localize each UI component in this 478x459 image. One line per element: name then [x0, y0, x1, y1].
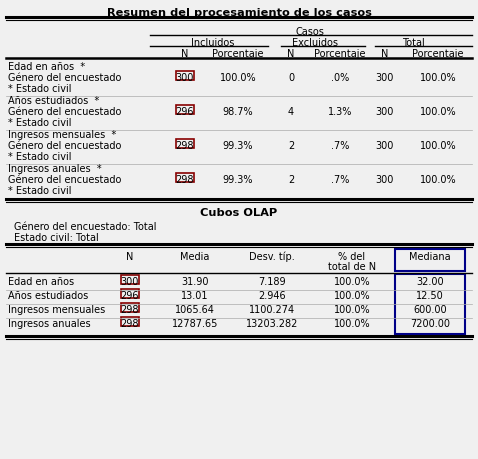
- Text: Porcentaje: Porcentaje: [412, 49, 464, 59]
- Text: Edad en años  *: Edad en años *: [8, 62, 85, 72]
- Text: 100.0%: 100.0%: [420, 107, 456, 117]
- Text: 12787.65: 12787.65: [172, 318, 218, 328]
- Text: 100.0%: 100.0%: [334, 291, 370, 300]
- Text: Cubos OLAP: Cubos OLAP: [200, 207, 278, 218]
- Text: 2: 2: [288, 141, 294, 151]
- Bar: [395, 249, 465, 271]
- Text: Casos: Casos: [295, 27, 325, 37]
- Text: 1.3%: 1.3%: [328, 107, 352, 117]
- Text: Incluidos: Incluidos: [191, 38, 235, 48]
- Text: Estado civil: Total: Estado civil: Total: [14, 233, 99, 242]
- Text: Años estudiados  *: Años estudiados *: [8, 96, 99, 106]
- Bar: [176, 106, 194, 115]
- Text: N: N: [381, 49, 389, 59]
- Text: Ingresos anuales: Ingresos anuales: [8, 318, 91, 328]
- Text: 298: 298: [176, 141, 194, 151]
- Text: Ingresos mensuales  *: Ingresos mensuales *: [8, 130, 116, 140]
- Bar: [176, 140, 194, 149]
- Text: Mediana: Mediana: [409, 252, 451, 262]
- Text: Desv. típ.: Desv. típ.: [249, 252, 295, 262]
- Text: 31.90: 31.90: [181, 276, 209, 286]
- Text: Porcentaje: Porcentaje: [212, 49, 264, 59]
- Text: 600.00: 600.00: [413, 304, 447, 314]
- Text: 100.0%: 100.0%: [334, 318, 370, 328]
- Text: 2: 2: [288, 174, 294, 185]
- Text: 300: 300: [121, 276, 139, 286]
- Text: N: N: [126, 252, 134, 262]
- Text: total de N: total de N: [328, 262, 376, 271]
- Text: .0%: .0%: [331, 73, 349, 83]
- Text: .7%: .7%: [331, 141, 349, 151]
- Text: Excluidos: Excluidos: [292, 38, 338, 48]
- Text: 300: 300: [376, 174, 394, 185]
- Text: 13.01: 13.01: [181, 291, 209, 300]
- Text: 296: 296: [121, 291, 139, 300]
- Text: Género del encuestado: Género del encuestado: [8, 107, 121, 117]
- Text: 296: 296: [176, 107, 194, 117]
- Text: 298: 298: [121, 318, 139, 328]
- Text: Género del encuestado: Género del encuestado: [8, 174, 121, 185]
- Text: Ingresos anuales  *: Ingresos anuales *: [8, 164, 102, 174]
- Text: % del: % del: [338, 252, 366, 262]
- Text: * Estado civil: * Estado civil: [8, 84, 72, 94]
- Bar: [121, 303, 139, 313]
- Bar: [176, 174, 194, 183]
- Text: 1100.274: 1100.274: [249, 304, 295, 314]
- Text: * Estado civil: * Estado civil: [8, 185, 72, 196]
- Text: 100.0%: 100.0%: [220, 73, 256, 83]
- Text: 7.189: 7.189: [258, 276, 286, 286]
- Text: Ingresos mensuales: Ingresos mensuales: [8, 304, 105, 314]
- Text: 98.7%: 98.7%: [223, 107, 253, 117]
- Bar: [395, 274, 465, 334]
- Text: Años estudiados: Años estudiados: [8, 291, 88, 300]
- Text: 100.0%: 100.0%: [334, 304, 370, 314]
- Text: 300: 300: [376, 73, 394, 83]
- Text: 298: 298: [176, 174, 194, 185]
- Text: N: N: [287, 49, 295, 59]
- Text: Género del encuestado: Género del encuestado: [8, 141, 121, 151]
- Text: 32.00: 32.00: [416, 276, 444, 286]
- Bar: [176, 72, 194, 81]
- Text: 300: 300: [376, 107, 394, 117]
- Text: Media: Media: [180, 252, 210, 262]
- Bar: [121, 317, 139, 327]
- Text: 300: 300: [376, 141, 394, 151]
- Text: Edad en años: Edad en años: [8, 276, 74, 286]
- Text: * Estado civil: * Estado civil: [8, 118, 72, 128]
- Text: 4: 4: [288, 107, 294, 117]
- Text: * Estado civil: * Estado civil: [8, 151, 72, 162]
- Text: Total: Total: [402, 38, 424, 48]
- Bar: [121, 289, 139, 299]
- Text: 13203.282: 13203.282: [246, 318, 298, 328]
- Text: 100.0%: 100.0%: [420, 174, 456, 185]
- Text: 100.0%: 100.0%: [420, 141, 456, 151]
- Text: N: N: [181, 49, 189, 59]
- Bar: [121, 275, 139, 285]
- Text: Género del encuestado: Género del encuestado: [8, 73, 121, 83]
- Text: Porcentaje: Porcentaje: [314, 49, 366, 59]
- Text: 1065.64: 1065.64: [175, 304, 215, 314]
- Text: 12.50: 12.50: [416, 291, 444, 300]
- Text: 100.0%: 100.0%: [334, 276, 370, 286]
- Text: 99.3%: 99.3%: [223, 174, 253, 185]
- Text: 298: 298: [121, 304, 139, 314]
- Text: 7200.00: 7200.00: [410, 318, 450, 328]
- Text: 300: 300: [176, 73, 194, 83]
- Text: Género del encuestado: Total: Género del encuestado: Total: [14, 222, 156, 231]
- Text: 2.946: 2.946: [258, 291, 286, 300]
- Text: 0: 0: [288, 73, 294, 83]
- Text: .7%: .7%: [331, 174, 349, 185]
- Text: 100.0%: 100.0%: [420, 73, 456, 83]
- Text: 99.3%: 99.3%: [223, 141, 253, 151]
- Text: Resumen del procesamiento de los casos: Resumen del procesamiento de los casos: [107, 8, 371, 18]
